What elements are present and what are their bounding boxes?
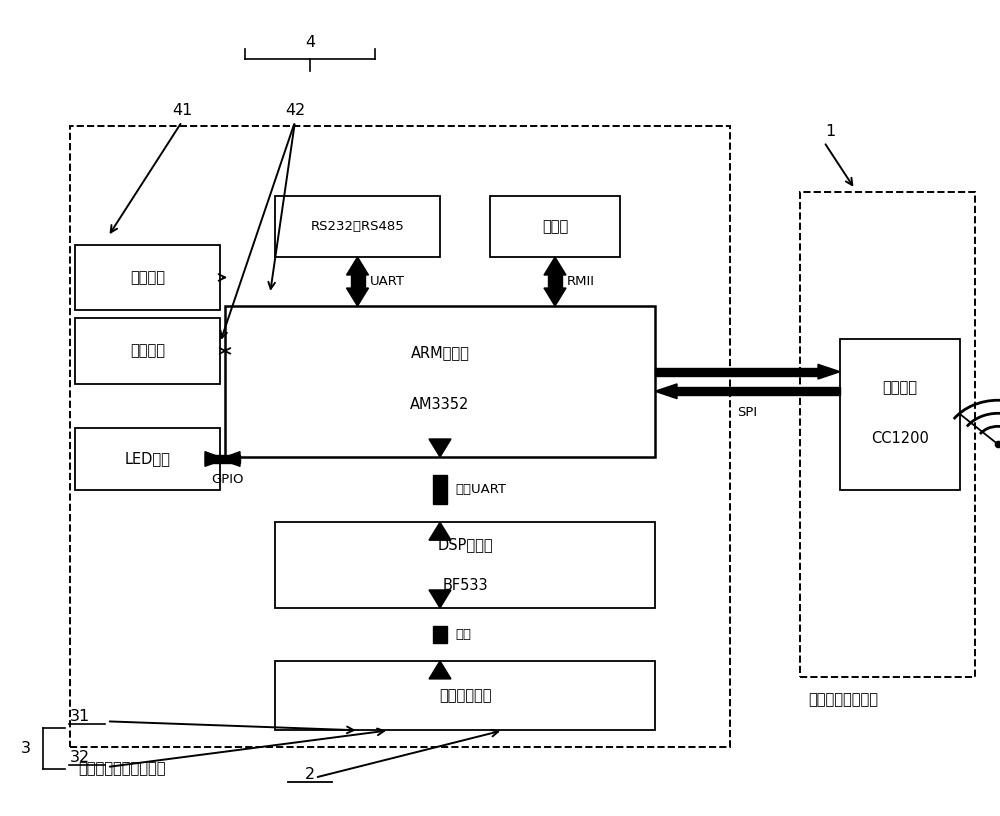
Text: 签名模块: 签名模块 <box>130 344 165 358</box>
Text: 42: 42 <box>285 104 305 118</box>
Text: 高速UART: 高速UART <box>455 483 506 496</box>
Bar <box>70 126 730 747</box>
Text: RMII: RMII <box>567 275 595 288</box>
Text: DSP处理器: DSP处理器 <box>437 537 493 552</box>
Polygon shape <box>220 452 240 467</box>
Polygon shape <box>429 522 451 540</box>
Polygon shape <box>655 384 677 399</box>
Text: 智能配电终端硬件平台: 智能配电终端硬件平台 <box>78 761 166 776</box>
Text: UART: UART <box>370 275 405 288</box>
Bar <box>275 522 655 608</box>
Text: 4: 4 <box>305 35 315 50</box>
Bar <box>351 275 365 288</box>
Text: 无线模块: 无线模块 <box>882 380 917 396</box>
Text: BF533: BF533 <box>442 578 488 593</box>
Bar <box>677 388 840 396</box>
Text: GPIO: GPIO <box>211 473 244 486</box>
Bar <box>800 192 975 677</box>
Bar <box>433 626 447 643</box>
Polygon shape <box>347 288 369 306</box>
Text: RS232、RS485: RS232、RS485 <box>311 220 404 233</box>
Polygon shape <box>544 288 566 306</box>
Text: 3: 3 <box>21 741 31 756</box>
Bar <box>75 428 220 490</box>
Polygon shape <box>429 439 451 457</box>
Text: 信号采集模块: 信号采集模块 <box>439 688 491 703</box>
Text: 41: 41 <box>172 104 192 118</box>
Polygon shape <box>205 452 225 467</box>
Bar <box>75 318 220 384</box>
Text: 2: 2 <box>305 767 315 782</box>
Text: 32: 32 <box>70 751 90 765</box>
Text: ARM处理器: ARM处理器 <box>411 345 469 361</box>
Text: SPI: SPI <box>737 406 758 419</box>
Bar <box>655 367 818 375</box>
Bar <box>840 339 960 490</box>
Text: CC1200: CC1200 <box>871 431 929 446</box>
Text: 无线模块硬件平台: 无线模块硬件平台 <box>808 692 878 707</box>
Bar <box>75 245 220 310</box>
Text: LED显示: LED显示 <box>125 451 170 467</box>
Text: 证书模块: 证书模块 <box>130 270 165 285</box>
Polygon shape <box>429 590 451 608</box>
Polygon shape <box>347 257 369 275</box>
Text: AM3352: AM3352 <box>410 397 470 412</box>
Text: 31: 31 <box>70 709 90 724</box>
Bar <box>548 275 562 288</box>
Bar <box>275 661 655 730</box>
Polygon shape <box>544 257 566 275</box>
Bar <box>225 306 655 457</box>
Bar <box>490 196 620 257</box>
Text: 以太网: 以太网 <box>542 219 568 234</box>
Text: 1: 1 <box>825 124 835 139</box>
Bar <box>205 455 240 463</box>
Bar <box>275 196 440 257</box>
Polygon shape <box>429 661 451 679</box>
Polygon shape <box>818 364 840 379</box>
Bar <box>433 475 447 504</box>
Text: 总线: 总线 <box>455 628 471 641</box>
